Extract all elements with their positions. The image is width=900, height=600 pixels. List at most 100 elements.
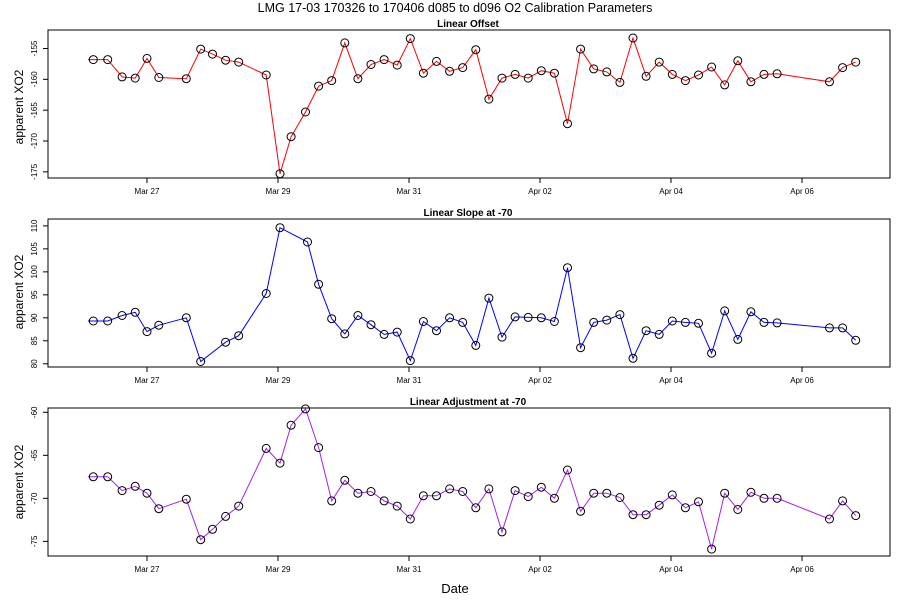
x-tick-label: Apr 02 <box>528 376 552 385</box>
data-point <box>838 496 848 506</box>
data-point <box>759 317 769 327</box>
data-point <box>484 293 494 303</box>
data-point <box>88 55 98 65</box>
figure-title: LMG 17-03 170326 to 170406 d085 to d096 … <box>258 1 653 15</box>
y-tick-label: -165 <box>30 102 39 119</box>
data-point <box>88 472 98 482</box>
data-point <box>117 486 127 496</box>
x-tick-label: Mar 29 <box>266 187 291 196</box>
data-point <box>628 510 638 520</box>
data-point <box>484 94 494 104</box>
data-point <box>576 343 586 353</box>
y-tick-label: 90 <box>30 313 39 322</box>
data-point <box>301 404 310 414</box>
data-point <box>497 527 507 537</box>
y-tick-label: -175 <box>30 163 39 180</box>
data-point <box>667 490 677 500</box>
x-tick-label: Mar 31 <box>397 565 422 574</box>
data-point <box>327 314 337 324</box>
data-point <box>275 223 285 233</box>
data-point <box>418 68 428 78</box>
data-point <box>536 313 546 323</box>
x-tick-label: Apr 04 <box>659 376 683 385</box>
data-point <box>432 491 441 501</box>
data-point <box>458 63 468 73</box>
x-tick-label: Mar 31 <box>397 187 422 196</box>
data-point <box>694 497 703 507</box>
data-point <box>366 60 376 69</box>
data-point <box>615 493 625 502</box>
y-tick-label: -170 <box>30 132 39 149</box>
data-point <box>523 492 533 502</box>
panel-linear-slope: Linear Slope at -70 apparent XO2 Mar 27 M… <box>12 208 891 385</box>
data-point <box>340 38 350 48</box>
data-point <box>261 443 271 453</box>
data-point <box>392 327 402 337</box>
y-tick-label: 85 <box>30 336 39 345</box>
data-point <box>733 505 743 514</box>
data-point <box>851 335 861 345</box>
y-axis-label: apparent XO2 <box>12 69 26 144</box>
data-point <box>221 511 231 521</box>
x-tick-label: Mar 29 <box>266 376 291 385</box>
series-line <box>88 226 857 363</box>
data-point <box>196 357 206 366</box>
data-point <box>117 72 127 82</box>
data-point <box>234 57 244 67</box>
data-point <box>379 329 389 339</box>
data-point <box>458 317 468 327</box>
data-point <box>746 307 756 317</box>
data-point <box>379 496 389 506</box>
data-point <box>589 488 599 498</box>
data-point <box>392 60 402 70</box>
y-axis-label: apparent XO2 <box>12 444 26 519</box>
data-point <box>432 326 441 336</box>
data-point <box>221 55 231 65</box>
data-point <box>88 316 98 326</box>
plot-frame <box>47 407 891 557</box>
data-point <box>418 317 428 326</box>
data-point <box>563 465 572 475</box>
data-point <box>602 67 612 77</box>
y-tick-label: -75 <box>30 535 39 547</box>
data-point <box>314 443 324 453</box>
data-point <box>602 488 612 498</box>
data-point <box>838 63 848 73</box>
data-point <box>221 337 231 347</box>
data-point <box>628 33 638 43</box>
x-tick-label: Apr 04 <box>659 187 683 196</box>
data-point <box>667 316 677 326</box>
data-point <box>497 332 507 342</box>
data-point <box>484 484 494 494</box>
data-point <box>445 66 455 76</box>
y-tick-label: 80 <box>30 359 39 368</box>
data-point <box>694 70 703 80</box>
data-point <box>654 329 664 339</box>
data-point <box>825 323 834 333</box>
data-point <box>130 481 140 491</box>
data-point <box>733 334 743 344</box>
x-tick-label: Mar 27 <box>135 376 160 385</box>
data-point <box>510 312 520 322</box>
data-point <box>759 493 769 503</box>
data-point <box>405 34 415 44</box>
data-point <box>405 514 415 524</box>
data-point <box>733 56 743 66</box>
data-point <box>576 44 586 54</box>
data-point <box>825 77 834 87</box>
data-point <box>549 317 559 326</box>
y-tick-label: -65 <box>30 449 39 461</box>
data-point <box>261 289 271 298</box>
y-tick-label: -155 <box>30 40 39 57</box>
panel-title: Linear Slope at -70 <box>424 208 513 219</box>
data-point <box>418 491 428 501</box>
data-point <box>353 311 363 320</box>
x-tick-label: Apr 06 <box>790 376 814 385</box>
data-point <box>772 493 782 503</box>
data-point <box>117 311 127 320</box>
x-tick-label: Apr 02 <box>528 565 552 574</box>
data-point <box>234 501 244 511</box>
x-tick-label: Apr 06 <box>790 565 814 574</box>
data-point <box>208 524 217 534</box>
